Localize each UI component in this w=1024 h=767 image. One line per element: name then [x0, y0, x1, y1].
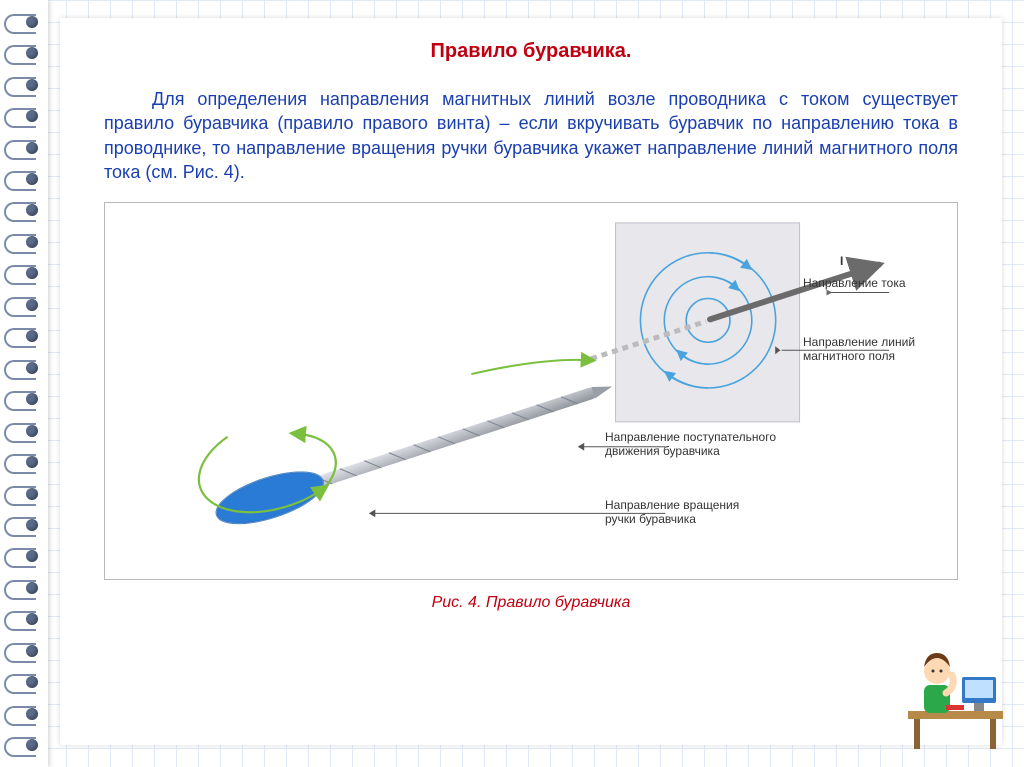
label-current-letter: I	[840, 255, 843, 269]
page-title: Правило буравчика.	[104, 40, 958, 63]
diagram-container: I Направление тока Направление линий маг…	[104, 202, 958, 580]
spiral-ring	[4, 232, 40, 252]
spiral-ring	[4, 326, 40, 346]
spiral-ring	[4, 421, 40, 441]
gimlet-diagram	[105, 203, 957, 579]
spiral-ring	[4, 389, 40, 409]
spiral-ring	[4, 515, 40, 535]
spiral-ring	[4, 263, 40, 283]
spiral-ring	[4, 106, 40, 126]
body-paragraph: Для определения направления магнитных ли…	[104, 87, 958, 184]
spiral-ring	[4, 704, 40, 724]
page-card: Правило буравчика. Для определения напра…	[60, 18, 1002, 745]
spiral-ring	[4, 12, 40, 32]
spiral-ring	[4, 138, 40, 158]
spiral-ring	[4, 169, 40, 189]
spiral-ring	[4, 200, 40, 220]
spiral-ring	[4, 672, 40, 692]
notebook-spiral	[0, 0, 48, 767]
spiral-ring	[4, 609, 40, 629]
label-current-direction: Направление тока	[803, 277, 906, 291]
label-gimlet-forward: Направление поступательного движения бур…	[605, 431, 776, 459]
student-clipart	[898, 613, 1008, 753]
gimlet-forward-arc	[471, 360, 588, 374]
spiral-ring	[4, 484, 40, 504]
spiral-ring	[4, 641, 40, 661]
gimlet-body	[211, 368, 619, 534]
figure-caption: Рис. 4. Правило буравчика	[104, 594, 958, 612]
spiral-ring	[4, 295, 40, 315]
label-handle-rotation: Направление вращения ручки буравчика	[605, 499, 739, 527]
spiral-ring	[4, 75, 40, 95]
spiral-ring	[4, 452, 40, 472]
spiral-ring	[4, 578, 40, 598]
spiral-ring	[4, 546, 40, 566]
spiral-ring	[4, 735, 40, 755]
label-field-lines: Направление линий магнитного поля	[803, 336, 915, 364]
spiral-ring	[4, 43, 40, 63]
spiral-ring	[4, 358, 40, 378]
